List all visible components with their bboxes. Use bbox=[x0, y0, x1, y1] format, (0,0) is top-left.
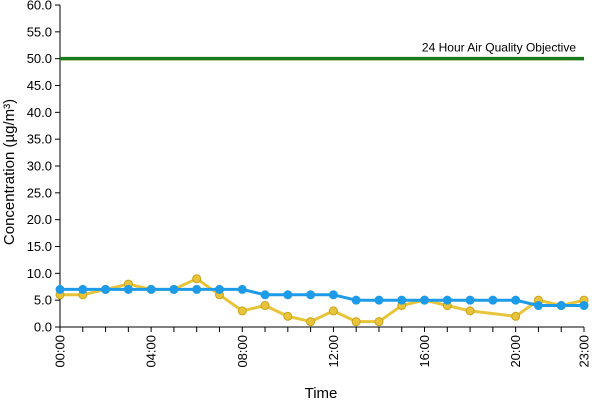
y-tick-label: 55.0 bbox=[27, 24, 52, 39]
series-1-point bbox=[260, 301, 270, 311]
series-2-point bbox=[306, 290, 316, 300]
series-1-point bbox=[192, 274, 202, 284]
series-1-point bbox=[511, 311, 521, 321]
series-2-point bbox=[351, 295, 361, 305]
y-tick-label: 10.0 bbox=[27, 266, 52, 281]
series-2-point bbox=[397, 295, 407, 305]
series-2-point bbox=[374, 295, 384, 305]
series-2-point bbox=[101, 284, 111, 294]
series-2-point bbox=[169, 284, 179, 294]
y-tick-label: 20.0 bbox=[27, 212, 52, 227]
series-1-point bbox=[237, 306, 247, 316]
series-2-point bbox=[556, 301, 566, 311]
series-1-point bbox=[351, 317, 361, 327]
series-2-point bbox=[465, 295, 475, 305]
y-tick-label: 25.0 bbox=[27, 185, 52, 200]
y-tick-label: 60.0 bbox=[27, 0, 52, 13]
y-tick-label: 5.0 bbox=[34, 293, 52, 308]
y-axis: 0.0 5.0 10.0 15.0 20.0 25.0 30.0 35.0 40.0 45.0 50… bbox=[27, 0, 61, 335]
series-2-point bbox=[192, 284, 202, 294]
series-2-line bbox=[60, 287, 584, 307]
series-2 bbox=[55, 284, 589, 311]
y-tick-label: 45.0 bbox=[27, 78, 52, 93]
series-2-point bbox=[283, 290, 293, 300]
series-layer bbox=[55, 274, 589, 327]
series-2-point bbox=[55, 284, 65, 294]
x-tick-label: 16:00 bbox=[417, 335, 432, 368]
x-tick-label: 12:00 bbox=[326, 335, 341, 368]
series-2-point bbox=[214, 284, 224, 294]
series-2-point bbox=[146, 284, 156, 294]
series-2-point bbox=[123, 284, 133, 294]
x-axis: 00:00 04:00 08:00 12:00 16:00 20:00 23:00 bbox=[53, 326, 592, 368]
series-1-point bbox=[283, 311, 293, 321]
series-1-point bbox=[374, 317, 384, 327]
series-2-point bbox=[442, 295, 452, 305]
x-tick-label: 08:00 bbox=[235, 335, 250, 368]
y-tick-label: 40.0 bbox=[27, 105, 52, 120]
series-2-point bbox=[579, 301, 589, 311]
y-tick-label: 0.0 bbox=[34, 320, 52, 335]
series-1-point bbox=[306, 317, 316, 327]
series-2-point bbox=[237, 284, 247, 294]
x-tick-label: 00:00 bbox=[53, 335, 68, 368]
y-axis-title: Concentration (µg/m³) bbox=[1, 99, 18, 245]
series-1-point bbox=[328, 306, 338, 316]
objective-line: 24 Hour Air Quality Objective bbox=[60, 41, 584, 61]
x-tick-label: 20:00 bbox=[508, 335, 523, 368]
series-1-point bbox=[465, 306, 475, 316]
series-2-point bbox=[78, 284, 88, 294]
y-tick-label: 15.0 bbox=[27, 239, 52, 254]
series-2-point bbox=[488, 295, 498, 305]
x-tick-label: 23:00 bbox=[577, 335, 592, 368]
x-axis-title: Time bbox=[305, 385, 338, 400]
series-2-point bbox=[328, 290, 338, 300]
series-2-point bbox=[533, 301, 543, 311]
series-2-point bbox=[511, 295, 521, 305]
series-2-point bbox=[420, 295, 430, 305]
y-tick-label: 30.0 bbox=[27, 159, 52, 174]
y-tick-label: 50.0 bbox=[27, 51, 52, 66]
y-tick-label: 35.0 bbox=[27, 132, 52, 147]
series-2-point bbox=[260, 290, 270, 300]
x-tick-label: 04:00 bbox=[144, 335, 159, 368]
objective-label: 24 Hour Air Quality Objective bbox=[422, 41, 576, 55]
